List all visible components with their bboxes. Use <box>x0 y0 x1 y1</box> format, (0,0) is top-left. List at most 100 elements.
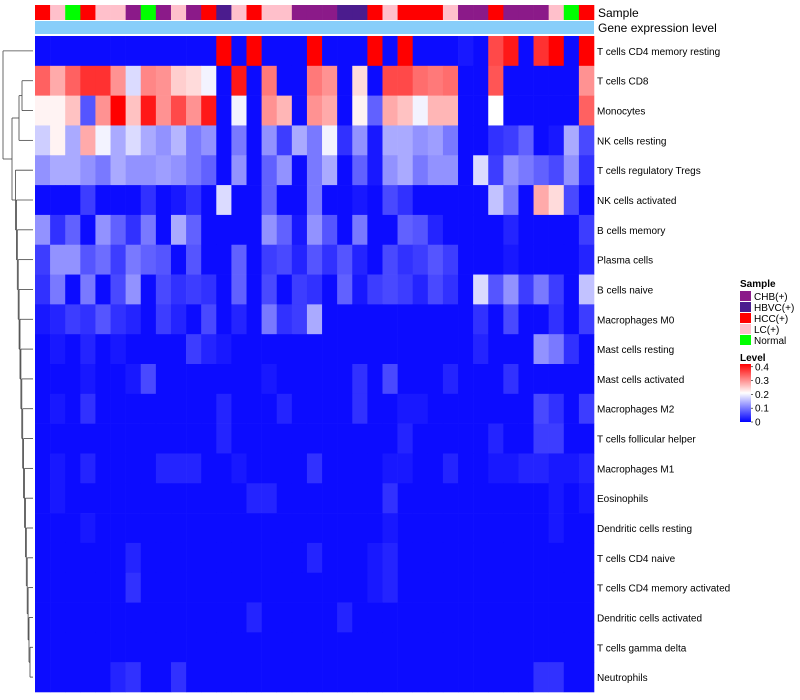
heatmap-cell <box>170 244 187 275</box>
heatmap-cell <box>155 155 172 186</box>
row-label: Plasma cells <box>597 256 653 267</box>
heatmap-cell <box>412 155 429 186</box>
heatmap-cell <box>367 125 383 156</box>
heatmap-cell <box>140 632 157 663</box>
heatmap-cell <box>80 155 96 186</box>
heatmap-cell <box>95 483 111 514</box>
heatmap-cell <box>35 304 51 335</box>
heatmap-cell <box>291 274 308 305</box>
heatmap-cell <box>412 632 429 663</box>
heatmap-cell <box>50 334 66 365</box>
heatmap-cell <box>95 513 111 544</box>
heatmap-cell <box>95 632 111 663</box>
heatmap-cell <box>397 423 414 454</box>
heatmap-cell <box>291 423 308 454</box>
heatmap-cell <box>397 632 414 663</box>
heatmap-cell <box>231 36 247 67</box>
heatmap-cell <box>170 393 187 424</box>
row-label: Neutrophils <box>597 673 648 684</box>
heatmap-cell <box>201 513 217 544</box>
heatmap-cell <box>427 334 444 365</box>
heatmap-cell <box>563 65 580 96</box>
heatmap-cell <box>397 185 414 216</box>
heatmap-cell <box>367 393 383 424</box>
heatmap-cell <box>488 36 504 67</box>
heatmap-cell <box>110 244 126 275</box>
sample-cell <box>367 5 383 20</box>
heatmap-cell <box>367 185 383 216</box>
heatmap-cell <box>306 513 323 544</box>
sample-legend-swatch <box>740 335 751 345</box>
heatmap-cell <box>548 542 565 574</box>
sample-legend: Sample CHB(+)HBVC(+)HCC(+)LC(+)Normal <box>740 279 794 347</box>
heatmap-cell <box>170 214 187 246</box>
heatmap-cell <box>306 214 323 246</box>
heatmap-cell <box>201 602 217 633</box>
heatmap-cell <box>382 393 398 424</box>
sample-cell <box>246 5 262 20</box>
sample-cell <box>518 5 534 20</box>
heatmap-cell <box>50 423 66 454</box>
heatmap-cell <box>155 602 172 633</box>
heatmap-cell <box>201 36 217 67</box>
sample-cell <box>563 5 580 20</box>
heatmap-cell <box>563 423 580 454</box>
heatmap-cell <box>80 423 96 454</box>
heatmap-cell <box>110 274 126 305</box>
heatmap-cell <box>442 632 459 663</box>
heatmap-cell <box>548 125 565 156</box>
heatmap-cell <box>548 95 565 126</box>
heatmap-cell <box>80 453 96 484</box>
heatmap-cell <box>337 542 353 574</box>
heatmap-cell <box>322 453 338 484</box>
heatmap-cell <box>473 602 489 633</box>
heatmap-cell <box>125 662 142 693</box>
heatmap-cell <box>140 542 157 574</box>
heatmap-cell <box>578 334 595 365</box>
heatmap-cell <box>442 453 459 484</box>
heatmap-cell <box>442 185 459 216</box>
heatmap-cell <box>563 244 580 275</box>
heatmap-cell <box>518 274 534 305</box>
heatmap-cell <box>397 214 414 246</box>
heatmap-cell <box>170 632 187 663</box>
heatmap-cell <box>488 423 504 454</box>
heatmap-cell <box>322 393 338 424</box>
heatmap-cell <box>458 632 474 663</box>
sample-cell <box>276 5 293 20</box>
heatmap-cell <box>518 185 534 216</box>
heatmap-cell <box>412 423 429 454</box>
heatmap-cell <box>563 155 580 186</box>
heatmap-cell <box>578 155 595 186</box>
heatmap-cell <box>186 572 202 603</box>
heatmap-cell <box>140 125 157 156</box>
heatmap-cell <box>563 393 580 424</box>
heatmap-cell <box>412 364 429 395</box>
heatmap-cell <box>337 95 353 126</box>
heatmap-cell <box>276 542 293 574</box>
heatmap-cell <box>548 632 565 663</box>
heatmap-cell <box>110 304 126 335</box>
heatmap-cell <box>125 393 142 424</box>
heatmap-cell <box>261 662 278 693</box>
heatmap-cell <box>412 572 429 603</box>
heatmap-cell <box>306 244 323 275</box>
heatmap-cell <box>261 602 278 633</box>
heatmap-cell <box>155 393 172 424</box>
heatmap-cell <box>397 602 414 633</box>
heatmap-cell <box>35 274 51 305</box>
heatmap-cell <box>306 423 323 454</box>
heatmap-cell <box>337 244 353 275</box>
heatmap-cell <box>458 662 474 693</box>
heatmap-cell <box>216 334 232 365</box>
heatmap-cell <box>95 364 111 395</box>
heatmap-cell <box>473 364 489 395</box>
heatmap-cell <box>231 274 247 305</box>
heatmap-cell <box>261 185 278 216</box>
heatmap-cell <box>518 36 534 67</box>
heatmap-cell <box>125 65 142 96</box>
heatmap-cell <box>231 393 247 424</box>
heatmap-cell <box>427 423 444 454</box>
heatmap-cell <box>442 572 459 603</box>
heatmap-cell <box>50 542 66 574</box>
